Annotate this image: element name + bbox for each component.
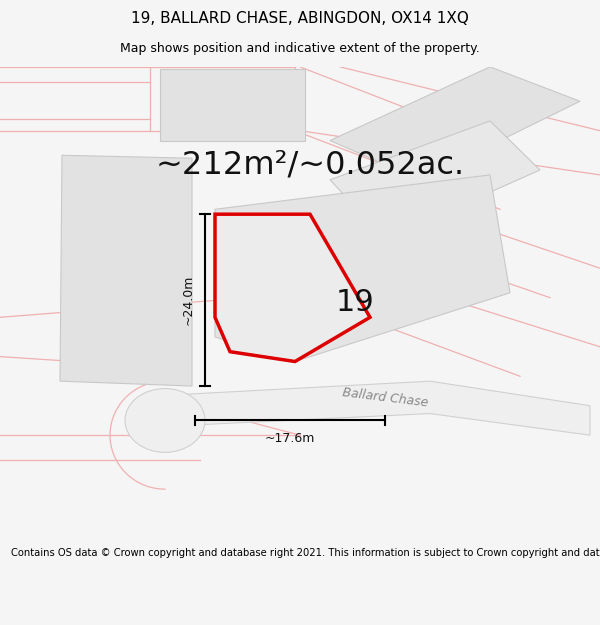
- Text: Contains OS data © Crown copyright and database right 2021. This information is : Contains OS data © Crown copyright and d…: [11, 548, 600, 558]
- Polygon shape: [160, 69, 305, 141]
- Polygon shape: [215, 214, 370, 361]
- Ellipse shape: [125, 389, 205, 452]
- Polygon shape: [330, 121, 540, 239]
- Text: ~24.0m: ~24.0m: [182, 275, 195, 326]
- Text: ~17.6m: ~17.6m: [265, 432, 315, 445]
- Polygon shape: [330, 67, 580, 180]
- Text: ~212m²/~0.052ac.: ~212m²/~0.052ac.: [155, 149, 464, 181]
- Polygon shape: [155, 381, 590, 435]
- Text: 19, BALLARD CHASE, ABINGDON, OX14 1XQ: 19, BALLARD CHASE, ABINGDON, OX14 1XQ: [131, 11, 469, 26]
- Text: Ballard Chase: Ballard Chase: [341, 386, 428, 409]
- Text: Map shows position and indicative extent of the property.: Map shows position and indicative extent…: [120, 42, 480, 56]
- Polygon shape: [60, 155, 192, 386]
- Text: 19: 19: [335, 288, 374, 317]
- Polygon shape: [215, 175, 510, 361]
